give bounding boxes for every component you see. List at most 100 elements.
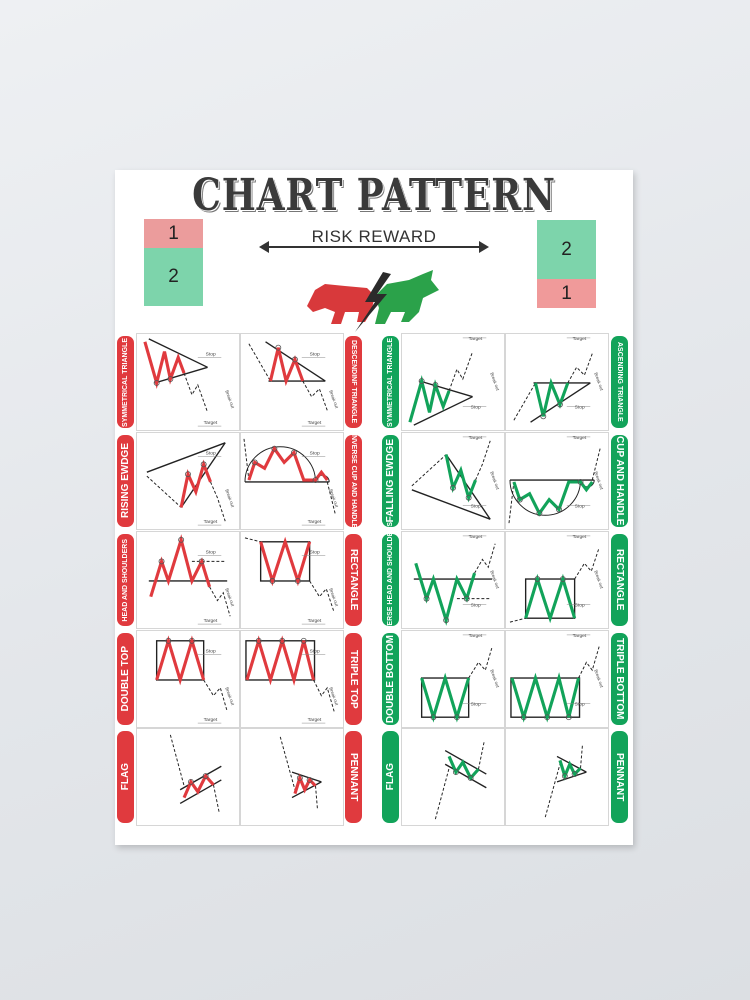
breakout-label: Break out [593,570,604,590]
breakout-label: Break out [224,389,235,409]
bearish-label-head-and-shoulders: HEAD AND SHOULDERS [117,534,134,626]
descendinf-triangle-diagram-icon: Stop Target Break out [248,341,340,427]
bullish-pattern-ascending-triangle: Stop Target Break out [505,333,609,431]
projection-line [279,736,296,790]
pivot-marker [165,637,172,644]
breakout-label: Break out [224,587,235,607]
right-reward-box: 2 [537,220,596,279]
target-label: Target [469,534,483,540]
pivot-marker [300,637,307,644]
trend-line [146,442,226,473]
pattern-label-text: FLAG [120,763,131,791]
flag-diagram-icon [434,740,487,820]
target-label: Target [308,717,322,723]
price-zigzag [247,445,329,482]
pivot-marker [312,477,319,483]
head-and-shoulders-diagram-icon: Stop Target Break out [148,534,236,625]
price-zigzag [245,635,316,686]
pivot-marker [565,714,572,721]
pennant-diagram-icon [279,736,322,810]
stop-label: Stop [471,503,481,509]
double-bottom-diagram-icon: Stop Target Break out [420,633,501,723]
pattern-label-text: INVERSE HEAD AND SHOULDERS [387,522,394,638]
rectangle-diagram-icon: Stop Target Break out [244,536,340,625]
price-zigzag [524,573,577,624]
trend-line [444,763,487,789]
pivot-marker [450,484,456,491]
pennant-diagram-icon [544,744,587,818]
cup-arc [244,446,316,482]
pivot-marker [463,595,470,602]
inverse-head-and-shoulders-diagram-icon: Stop Target Break out [413,534,501,626]
bullish-pattern-triple-bottom: Stop Target Break out [505,630,609,728]
breakout-label: Break out [593,372,604,392]
projection-line [475,440,491,481]
projection-line [146,475,182,508]
pivot-marker [418,378,425,384]
stop-label: Stop [575,701,585,707]
pivot-marker [294,578,301,584]
target-label: Target [204,618,218,624]
target-label: Target [573,633,587,639]
price-zigzag [155,635,206,686]
pivot-marker [571,771,578,778]
projection-line [477,740,485,770]
bearish-pattern-triple-top: Stop Target Break out [240,630,344,728]
breakout-label: Break out [328,488,339,508]
projection-line [448,351,474,391]
stop-label: Stop [206,550,216,556]
pattern-label-text: TRIPLE BOTTOM [614,638,625,720]
pivot-marker [167,376,174,383]
trend-line [154,366,208,384]
pivot-marker [534,576,541,582]
projection-line [513,382,536,421]
pivot-marker [153,380,160,386]
bullish-label-falling-ewdge: FALLING EWDGE [382,435,399,527]
pivot-marker [269,578,276,584]
symmetrical-triangle-diagram-icon: Stop Target Break out [408,336,501,426]
target-label: Target [573,336,587,342]
pivot-marker [465,494,472,501]
breakout-label: Break out [489,570,500,590]
pivot-marker [292,356,298,363]
pattern-label-text: HEAD AND SHOULDERS [122,538,129,622]
projection-line [248,343,271,382]
pivot-marker [520,714,527,721]
projection-line [508,481,515,524]
bullish-pattern-flag [401,728,505,826]
target-label: Target [204,420,218,426]
projection-line [203,679,228,712]
bearish-pattern-symmetrical-triangle: Stop Target Break out [136,333,240,431]
projection-line [209,586,231,617]
projection-line [544,764,561,818]
left-risk-box: 1 [144,219,203,248]
trend-line [291,781,322,799]
stop-label: Stop [310,550,320,556]
price-zigzag [512,480,594,517]
bullish-label-symmetrical-triangle: SYMMETRICAL TRIANGLE [382,336,399,428]
projection-line [169,734,185,786]
pattern-label-text: FALLING EWDGE [385,439,396,523]
projection-line [567,353,593,384]
stop-label: Stop [575,503,585,509]
rectangle-diagram-icon: Stop Target Break out [509,534,605,624]
price-zigzag [510,672,581,723]
pivot-marker [467,775,474,781]
price-zigzag [179,459,212,508]
price-zigzag [414,562,477,626]
projection-line [309,580,335,613]
breakout-label: Break out [328,686,339,706]
bullish-pattern-falling-ewdge: Stop Target Break out [401,432,505,530]
stop-label: Stop [575,404,585,410]
cup-arc [509,480,581,516]
breakout-label: Break out [489,471,500,491]
target-label: Target [469,336,483,342]
bear-bull-logo-icon [307,270,439,332]
trend-line [291,771,322,783]
trend-line [556,755,587,773]
pivot-marker [291,449,297,456]
trend-line [180,442,226,508]
bearish-label-rising-ewdge: RISING EWDGE [117,435,134,527]
target-label: Target [308,420,322,426]
pivot-marker [540,413,547,420]
